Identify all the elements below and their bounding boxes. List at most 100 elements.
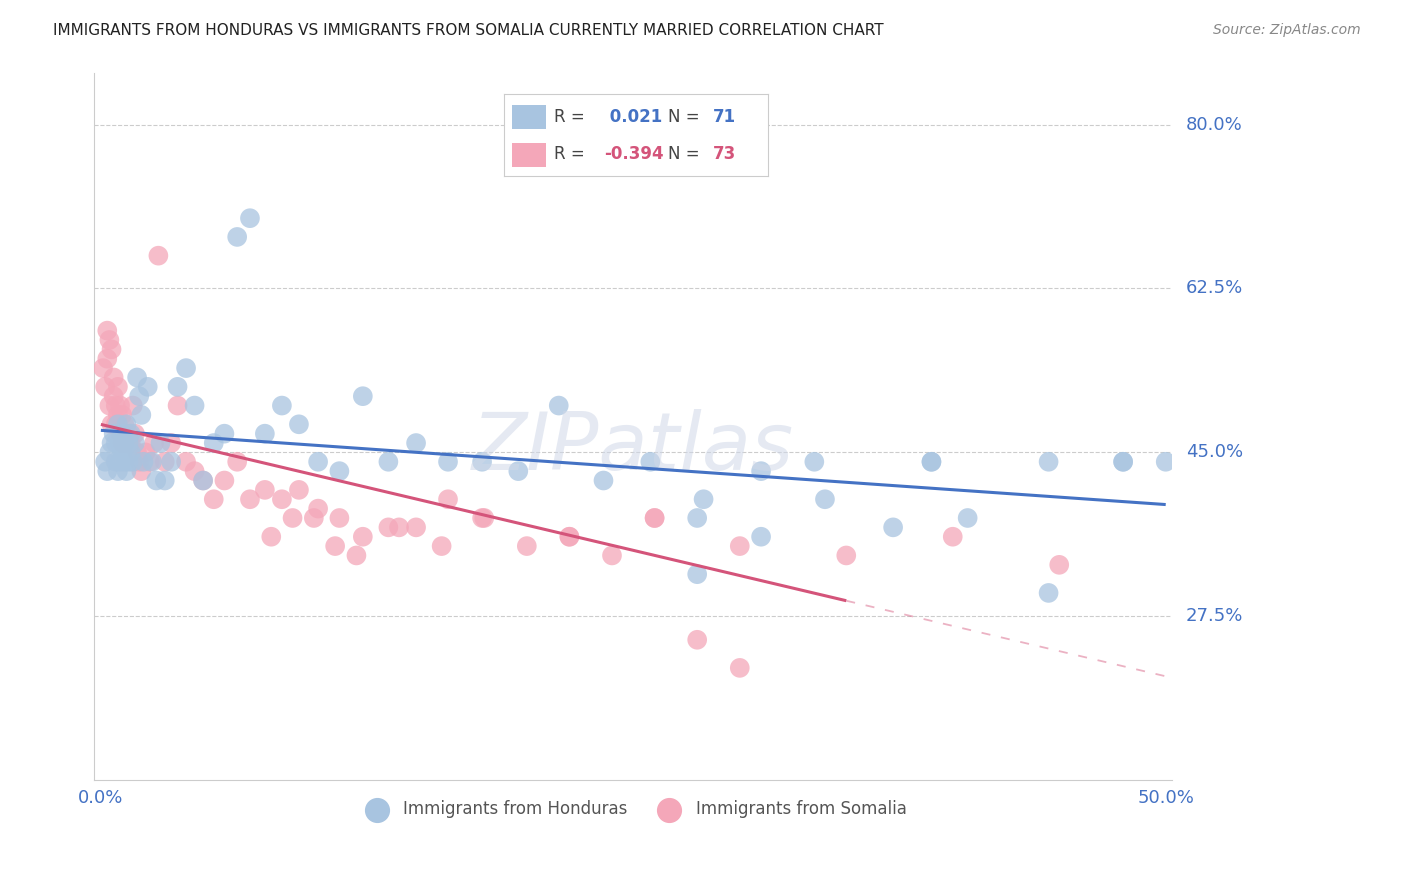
- Point: [103, 370, 125, 384]
- Point: [253, 483, 276, 497]
- Point: [288, 417, 311, 432]
- Point: [1047, 558, 1070, 572]
- Point: [98, 333, 121, 347]
- Point: [405, 520, 427, 534]
- Point: [148, 249, 170, 263]
- Point: [1038, 586, 1060, 600]
- Point: [508, 464, 530, 478]
- Point: [226, 455, 249, 469]
- Point: [100, 436, 122, 450]
- Point: [94, 380, 117, 394]
- Text: 45.0%: 45.0%: [1187, 443, 1243, 461]
- Point: [104, 436, 127, 450]
- Point: [1038, 455, 1060, 469]
- Point: [160, 455, 183, 469]
- Point: [121, 399, 143, 413]
- Point: [96, 351, 118, 366]
- Point: [281, 511, 304, 525]
- Point: [94, 455, 117, 469]
- Point: [352, 530, 374, 544]
- Point: [692, 492, 714, 507]
- Point: [112, 436, 135, 450]
- Point: [942, 530, 965, 544]
- Point: [103, 426, 125, 441]
- Point: [271, 399, 294, 413]
- Point: [111, 408, 134, 422]
- Point: [166, 380, 188, 394]
- Point: [558, 530, 581, 544]
- Point: [686, 511, 709, 525]
- Point: [516, 539, 538, 553]
- Point: [124, 436, 146, 450]
- Point: [145, 474, 167, 488]
- Point: [108, 455, 131, 469]
- Point: [346, 549, 368, 563]
- Point: [153, 474, 176, 488]
- Point: [104, 417, 127, 432]
- Point: [127, 445, 149, 459]
- Point: [98, 445, 121, 459]
- Point: [472, 511, 495, 525]
- Point: [1112, 455, 1135, 469]
- Point: [166, 399, 188, 413]
- Point: [120, 436, 142, 450]
- Point: [131, 464, 153, 478]
- Point: [103, 389, 125, 403]
- Point: [174, 361, 197, 376]
- Point: [104, 455, 127, 469]
- Point: [803, 455, 825, 469]
- Point: [600, 549, 623, 563]
- Point: [640, 455, 662, 469]
- Point: [920, 455, 942, 469]
- Point: [644, 511, 666, 525]
- Point: [686, 632, 709, 647]
- Point: [141, 455, 163, 469]
- Point: [728, 661, 751, 675]
- Point: [686, 567, 709, 582]
- Point: [471, 511, 494, 525]
- Point: [558, 530, 581, 544]
- Point: [307, 455, 329, 469]
- Point: [91, 361, 114, 376]
- Point: [328, 464, 350, 478]
- Point: [111, 426, 134, 441]
- Point: [592, 474, 614, 488]
- Point: [98, 399, 121, 413]
- Point: [112, 436, 135, 450]
- Point: [1219, 661, 1241, 675]
- Text: Source: ZipAtlas.com: Source: ZipAtlas.com: [1213, 23, 1361, 37]
- Point: [121, 455, 143, 469]
- Point: [120, 445, 142, 459]
- Point: [96, 464, 118, 478]
- Point: [437, 492, 460, 507]
- Point: [835, 549, 858, 563]
- Point: [302, 511, 325, 525]
- Point: [107, 408, 129, 422]
- Point: [100, 343, 122, 357]
- Point: [139, 455, 162, 469]
- Point: [239, 492, 262, 507]
- Point: [323, 539, 346, 553]
- Text: 62.5%: 62.5%: [1187, 279, 1243, 297]
- Point: [1112, 455, 1135, 469]
- Point: [115, 464, 138, 478]
- Point: [183, 399, 205, 413]
- Point: [124, 426, 146, 441]
- Point: [437, 455, 460, 469]
- Point: [644, 511, 666, 525]
- Point: [149, 436, 172, 450]
- Text: 27.5%: 27.5%: [1187, 607, 1243, 625]
- Point: [127, 370, 149, 384]
- Text: 80.0%: 80.0%: [1187, 115, 1243, 134]
- Point: [153, 455, 176, 469]
- Point: [239, 211, 262, 226]
- Point: [749, 464, 772, 478]
- Point: [882, 520, 904, 534]
- Point: [100, 417, 122, 432]
- Point: [136, 380, 159, 394]
- Legend: Immigrants from Honduras, Immigrants from Somalia: Immigrants from Honduras, Immigrants fro…: [353, 794, 914, 825]
- Point: [108, 436, 131, 450]
- Point: [253, 426, 276, 441]
- Point: [108, 399, 131, 413]
- Point: [131, 408, 153, 422]
